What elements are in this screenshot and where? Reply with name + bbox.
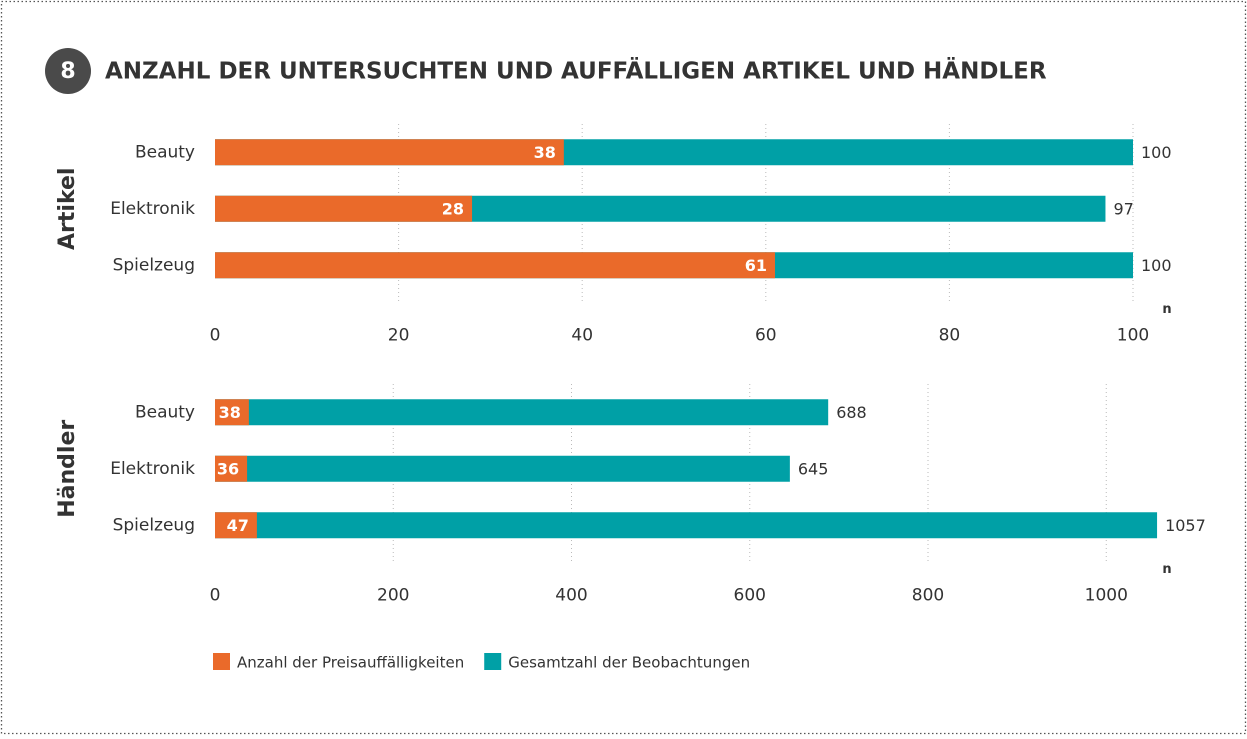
category-label: Elektronik [110,459,195,479]
data-label: 100 [1141,256,1172,275]
data-label: 28 [442,199,464,218]
x-tick-label: 60 [755,326,777,346]
legend-swatch [484,653,502,670]
x-tick-label: 0 [210,326,221,346]
category-label: Beauty [135,142,195,162]
bar [215,512,257,539]
figure-badge [45,48,91,94]
category-label: Beauty [135,402,195,422]
unit-label: n [1162,302,1171,317]
bar [215,455,790,482]
bar [215,139,564,166]
legend-label: Anzahl der Preisauffälligkeiten [237,654,464,672]
x-tick-label: 40 [571,326,593,346]
bar [215,512,1158,539]
x-tick-label: 80 [939,326,961,346]
bar [215,399,249,426]
x-tick-label: 1000 [1085,586,1128,606]
category-label: Elektronik [110,199,195,219]
data-label: 38 [534,143,556,162]
unit-label: n [1162,562,1171,577]
data-label: 100 [1141,143,1172,162]
data-label: 645 [798,459,829,478]
x-tick-label: 400 [555,586,587,606]
bar [215,252,775,279]
x-tick-label: 0 [210,586,221,606]
data-label: 97 [1113,199,1133,218]
panel-label: Artikel [55,168,80,250]
data-label: 61 [745,256,767,275]
bar [215,399,829,426]
chart-title: ANZAHL DER UNTERSUCHTEN UND AUFFÄLLIGEN … [105,57,1047,85]
x-tick-label: 200 [377,586,409,606]
data-label: 38 [219,403,241,422]
data-label: 47 [227,516,249,535]
x-tick-label: 20 [388,326,410,346]
x-tick-label: 600 [734,586,766,606]
x-tick-label: 100 [1117,326,1149,346]
category-label: Spielzeug [113,515,195,535]
figure-number: 8 [60,59,75,84]
legend-swatch [213,653,230,670]
legend-label: Gesamtzahl der Beobachtungen [508,654,750,672]
data-label: 1057 [1165,516,1206,535]
bar [215,195,473,222]
panel-label: Händler [55,420,80,518]
category-label: Spielzeug [113,255,195,275]
data-label: 688 [836,403,867,422]
data-label: 36 [217,459,239,478]
bar [215,455,248,482]
x-tick-label: 800 [912,586,944,606]
